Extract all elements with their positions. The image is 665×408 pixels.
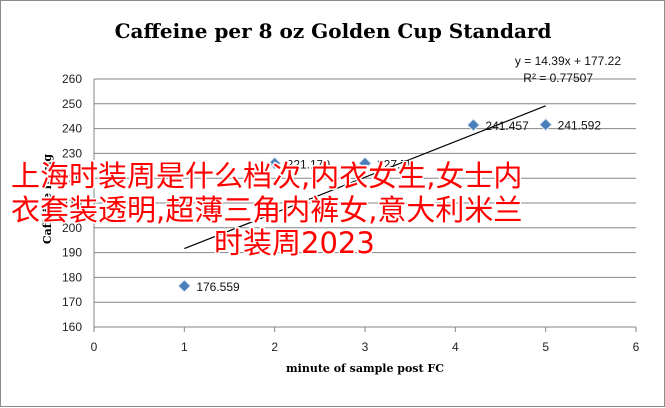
y-tick-labels: 160 170 180 190 200 210 220 230 240 250 260 [62,72,82,334]
trendline [184,105,546,250]
x-tick-label: 3 [362,340,369,354]
y-tick-label: 260 [62,72,82,86]
y-tick-label: 170 [62,295,82,309]
trendline-group [184,105,546,250]
data-label: 227.78 [377,157,414,171]
x-tick-label: 2 [271,340,278,354]
x-tick-labels: 0 1 2 3 4 5 6 [91,340,640,354]
data-labels: 176.559 221.170 227.78 241.457 241.592 [196,119,601,294]
y-tick-label: 200 [62,221,82,235]
overlay-caption-line-3: 时装周2023 [214,226,375,260]
x-tick-label: 0 [91,340,98,354]
overlay-caption-line-2: 衣套装透明,超薄三角内裤女,意大利米兰 [11,193,522,227]
x-tick-label: 1 [181,340,188,354]
y-tick-label: 160 [62,320,82,334]
x-axis-title: minute of sample post FC [286,362,444,375]
x-tick-label: 4 [452,340,459,354]
data-point [358,156,372,171]
y-tick-label: 190 [62,246,82,260]
y-tick-label: 250 [62,97,82,111]
trendline-r-squared: R² = 0.77507 [523,71,593,85]
y-tick-label: 240 [62,122,82,136]
data-point [466,118,481,132]
y-tick-label: 180 [62,270,82,284]
data-point [267,156,282,171]
data-label: 176.559 [196,280,240,294]
data-label: 241.592 [558,119,602,133]
y-axis-title: Caffeine in mg [41,154,54,245]
y-tick-label: 220 [62,171,82,185]
gridlines [94,78,636,328]
trendline-equation: y = 14.39x + 177.22 [515,54,621,68]
x-tick-label: 5 [542,340,549,354]
overlay-caption-line-1: 上海时装周是什么档次,内衣女生,女士内 [11,159,522,193]
chart-title: Caffeine per 8 oz Golden Cup Standard [115,19,552,43]
axes [93,79,637,332]
x-tick-label: 6 [633,340,640,354]
data-point [177,279,192,293]
y-tick-label: 230 [62,146,82,160]
data-points [177,117,553,293]
data-label: 221.170 [287,157,331,171]
data-point [538,117,553,132]
data-label: 241.457 [485,119,529,133]
y-tick-label: 210 [62,196,82,210]
